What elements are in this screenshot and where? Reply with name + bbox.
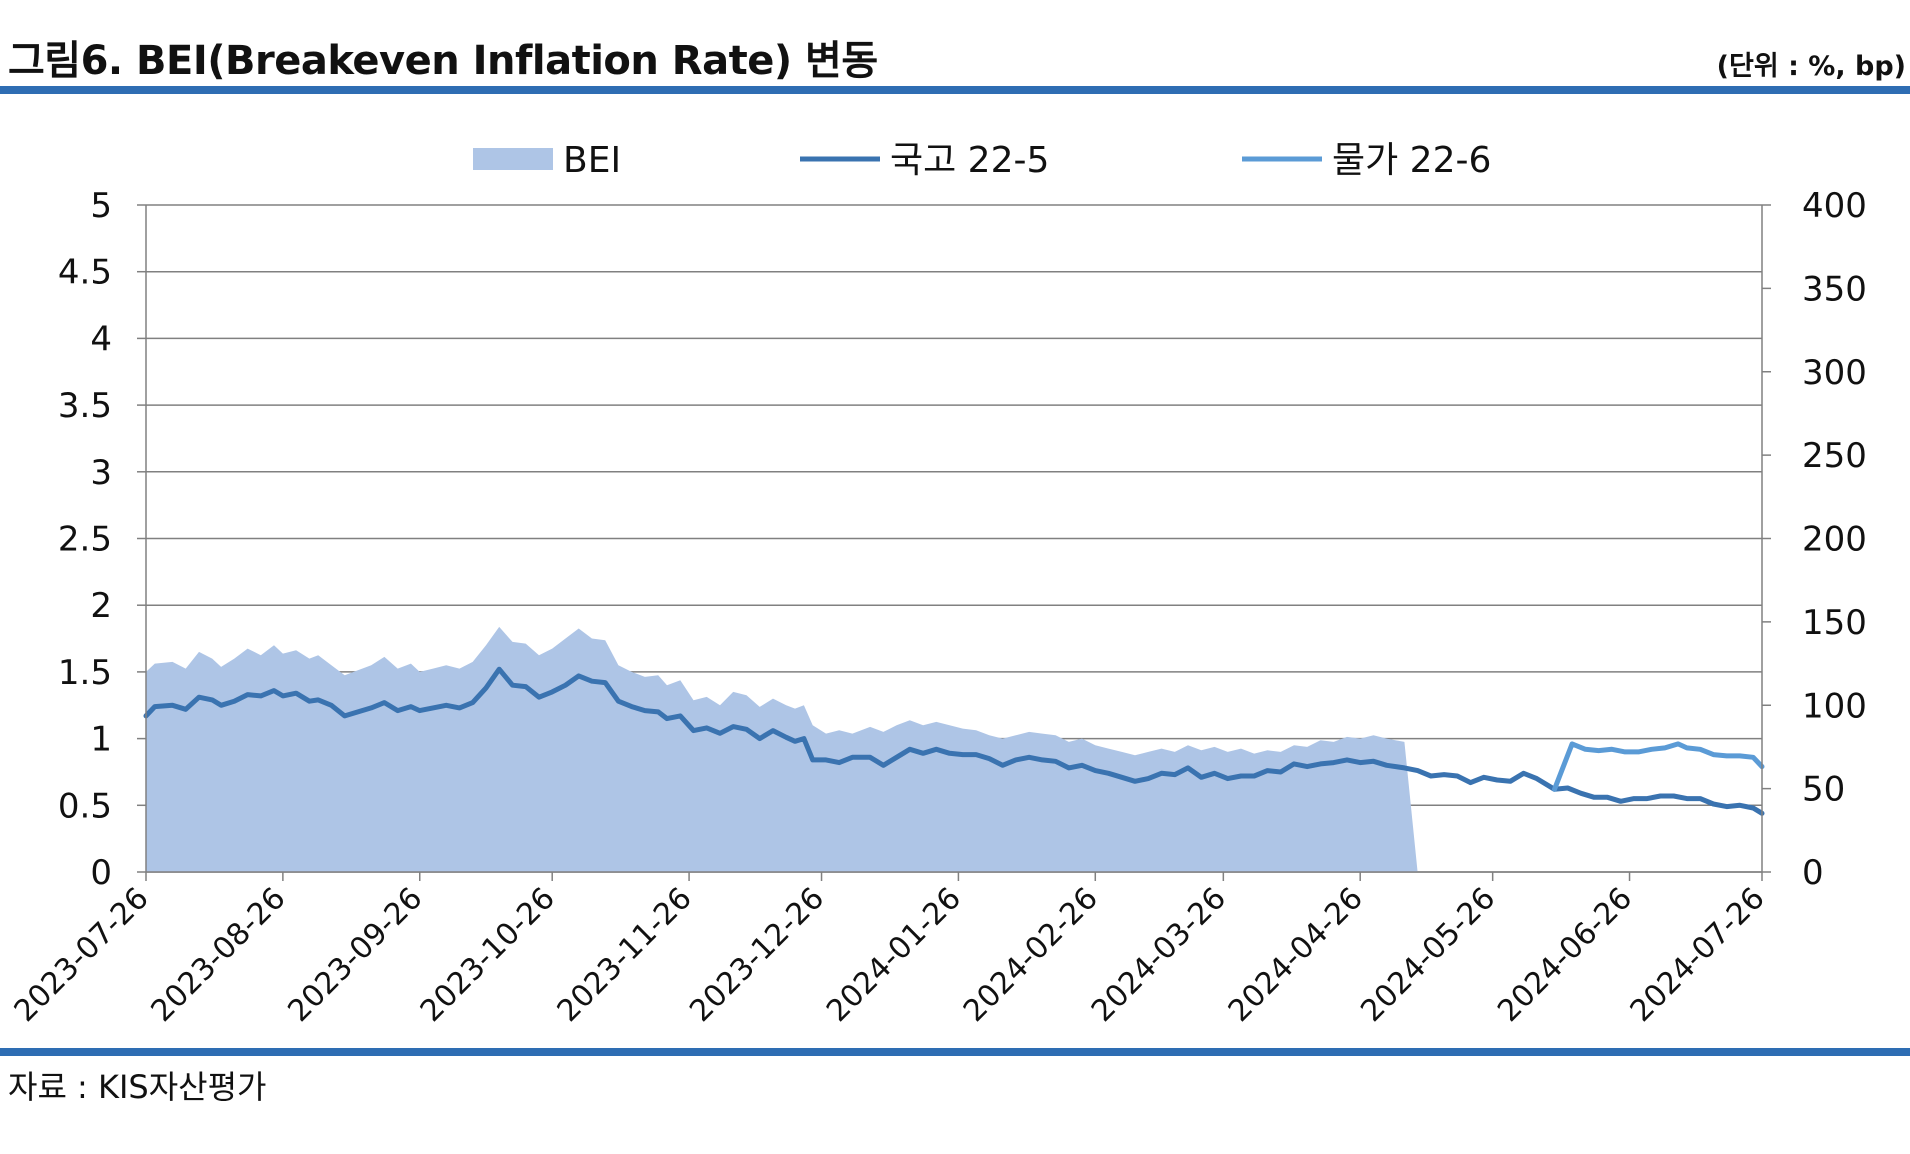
- grid-lines: [146, 204, 1762, 873]
- x-tick-label: 2023-09-26: [281, 881, 429, 1029]
- x-tick-label: 2024-06-26: [1491, 881, 1639, 1029]
- y-right-tick-label: 50: [1802, 770, 1845, 810]
- legend: BEI 국고 22-5 물가 22-6: [473, 140, 1491, 181]
- x-tick-label: 2023-08-26: [144, 881, 292, 1029]
- y-left-tick-label: 2.5: [58, 520, 112, 560]
- legend-swatch-bei: [473, 148, 553, 170]
- x-tick-label: 2024-03-26: [1085, 881, 1233, 1029]
- bottom-rule: [0, 1048, 1910, 1056]
- top-rule: [0, 86, 1910, 94]
- legend-label-ktb: 국고 22-5: [890, 140, 1049, 181]
- line-layer: [143, 666, 1765, 816]
- x-tick-label: 2023-11-26: [551, 881, 699, 1029]
- bei-area: [146, 626, 1418, 872]
- source-note: 자료 : KIS자산평가: [8, 1068, 267, 1106]
- area-layer: [146, 626, 1418, 872]
- y-right-tick-label: 0: [1802, 853, 1824, 893]
- x-tick-label: 2024-01-26: [820, 881, 968, 1029]
- y-left-tick-label: 5: [90, 186, 112, 226]
- y-left-tick-label: 3: [90, 453, 112, 493]
- x-tick-label: 2024-04-26: [1222, 881, 1370, 1029]
- y-right-tick-label: 150: [1802, 603, 1867, 643]
- ktb-22-5-line: [143, 666, 1765, 816]
- x-tick-label: 2023-12-26: [683, 881, 831, 1029]
- y-right-tick-label: 300: [1802, 353, 1867, 393]
- y-right-tick-label: 400: [1802, 186, 1867, 226]
- y-left-tick-label: 0.5: [58, 786, 112, 826]
- y-right-tick-label: 250: [1802, 436, 1867, 476]
- x-tick-label: 2024-07-26: [1624, 881, 1772, 1029]
- y-right-tick-label: 350: [1802, 269, 1867, 309]
- y-left-tick-label: 0: [90, 853, 112, 893]
- y-left-tick-label: 3.5: [58, 386, 112, 426]
- y-left-tick-label: 4: [90, 319, 112, 359]
- legend-label-inflation-linked: 물가 22-6: [1332, 140, 1491, 181]
- y-left-tick-label: 1.5: [58, 653, 112, 693]
- bei-chart: 00.511.522.533.544.550501001502002503003…: [8, 140, 1867, 1029]
- x-tick-label: 2023-10-26: [414, 881, 562, 1029]
- x-tick-label: 2023-07-26: [8, 881, 156, 1029]
- y-right-tick-label: 200: [1802, 520, 1867, 560]
- chart-title: 그림6. BEI(Breakeven Inflation Rate) 변동: [8, 38, 878, 84]
- x-tick-label: 2024-02-26: [957, 881, 1105, 1029]
- x-tick-label: 2024-05-26: [1354, 881, 1502, 1029]
- inflation-linked-22-6-line: [1552, 741, 1765, 792]
- y-left-tick-label: 2: [90, 586, 112, 626]
- axes: 00.511.522.533.544.550501001502002503003…: [8, 186, 1867, 1029]
- legend-label-bei: BEI: [563, 140, 621, 181]
- y-left-tick-label: 4.5: [58, 253, 112, 293]
- y-right-tick-label: 100: [1802, 686, 1867, 726]
- y-left-tick-label: 1: [90, 720, 112, 760]
- unit-label: (단위 : %, bp): [1716, 51, 1906, 82]
